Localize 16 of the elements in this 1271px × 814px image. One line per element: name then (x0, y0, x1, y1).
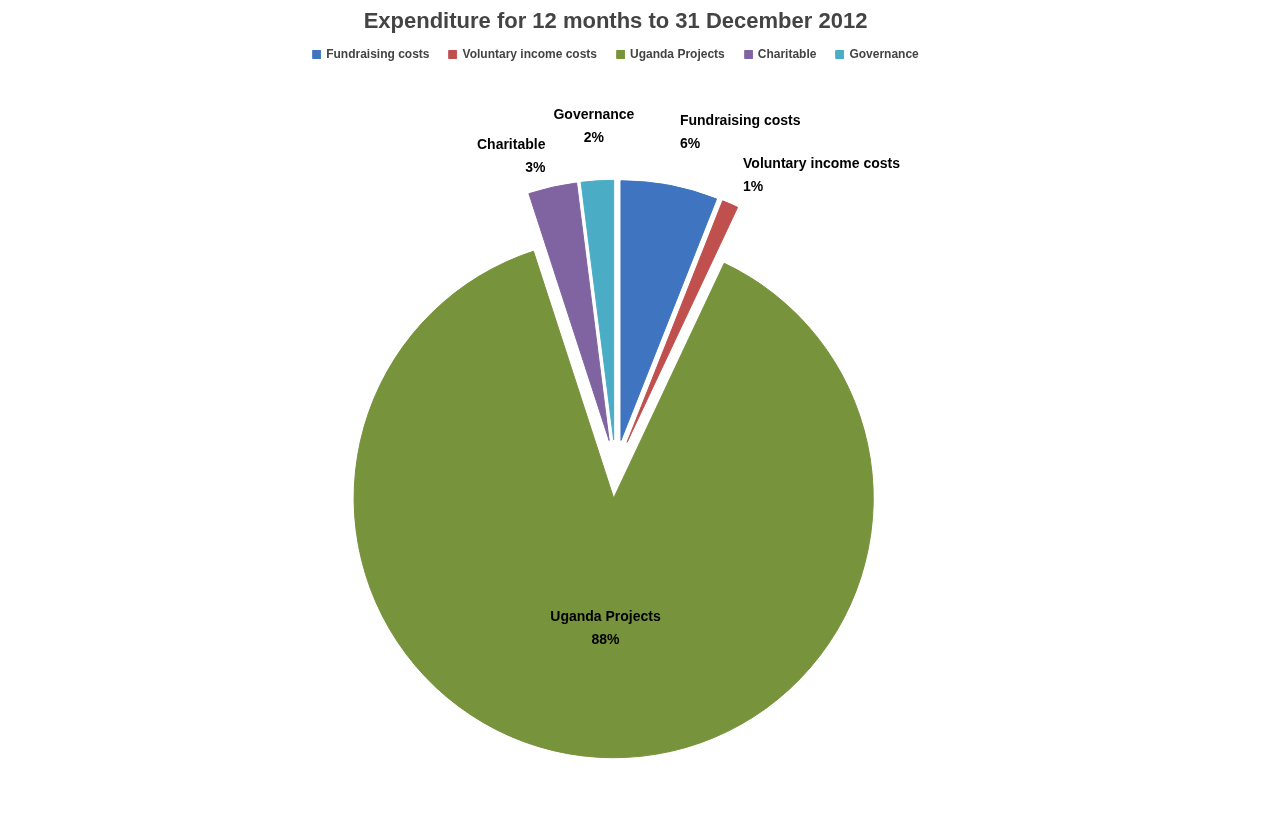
slice-label: Fundraising costs (679, 111, 801, 128)
slice-label: Governance (553, 106, 635, 123)
data-label: 88% (591, 631, 621, 648)
chart-title: Expenditure for 12 months to 31 December 2012 (363, 7, 868, 33)
legend-label: Voluntary income costs (462, 47, 598, 61)
legend-label: Fundraising costs (326, 47, 430, 61)
data-label: 3% (525, 158, 546, 175)
data-label: 1% (743, 177, 764, 194)
legend-label: Uganda Projects (630, 47, 725, 61)
legend-label: Governance (849, 47, 919, 61)
slice-label: Charitable (476, 136, 546, 153)
slice-label: Voluntary income costs (743, 154, 901, 171)
data-label: 6% (679, 134, 701, 151)
slice-label: Uganda Projects (550, 608, 661, 625)
legend-label: Charitable (757, 47, 817, 61)
data-label: 2% (583, 129, 605, 146)
